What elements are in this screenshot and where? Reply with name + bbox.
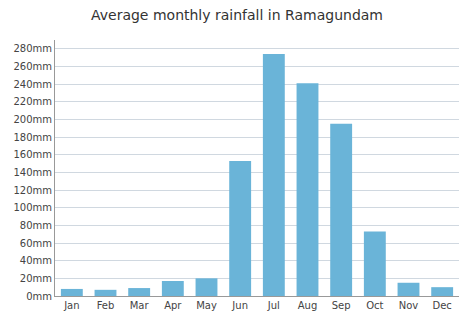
svg-text:220mm: 220mm <box>13 96 52 107</box>
svg-text:140mm: 140mm <box>13 167 52 178</box>
svg-text:Feb: Feb <box>97 300 115 311</box>
svg-text:Nov: Nov <box>399 300 419 311</box>
svg-text:Sep: Sep <box>332 300 351 311</box>
svg-text:100mm: 100mm <box>13 202 52 213</box>
svg-text:Jul: Jul <box>267 300 280 311</box>
svg-text:Mar: Mar <box>130 300 150 311</box>
svg-text:0mm: 0mm <box>26 291 52 302</box>
svg-text:Aug: Aug <box>298 300 318 311</box>
svg-text:60mm: 60mm <box>20 238 52 249</box>
svg-text:20mm: 20mm <box>20 273 52 284</box>
svg-text:180mm: 180mm <box>13 132 52 143</box>
svg-text:May: May <box>196 300 217 311</box>
svg-text:Jun: Jun <box>231 300 248 311</box>
svg-text:240mm: 240mm <box>13 79 52 90</box>
svg-text:40mm: 40mm <box>20 255 52 266</box>
svg-text:120mm: 120mm <box>13 185 52 196</box>
svg-text:Jan: Jan <box>63 300 79 311</box>
svg-text:80mm: 80mm <box>20 220 52 231</box>
svg-text:160mm: 160mm <box>13 149 52 160</box>
svg-text:Dec: Dec <box>432 300 451 311</box>
svg-text:Apr: Apr <box>164 300 182 311</box>
svg-text:260mm: 260mm <box>13 61 52 72</box>
svg-text:Oct: Oct <box>366 300 383 311</box>
svg-text:Average monthly rainfall in Ra: Average monthly rainfall in Ramagundam <box>91 7 383 23</box>
svg-text:200mm: 200mm <box>13 114 52 125</box>
svg-text:280mm: 280mm <box>13 43 52 54</box>
